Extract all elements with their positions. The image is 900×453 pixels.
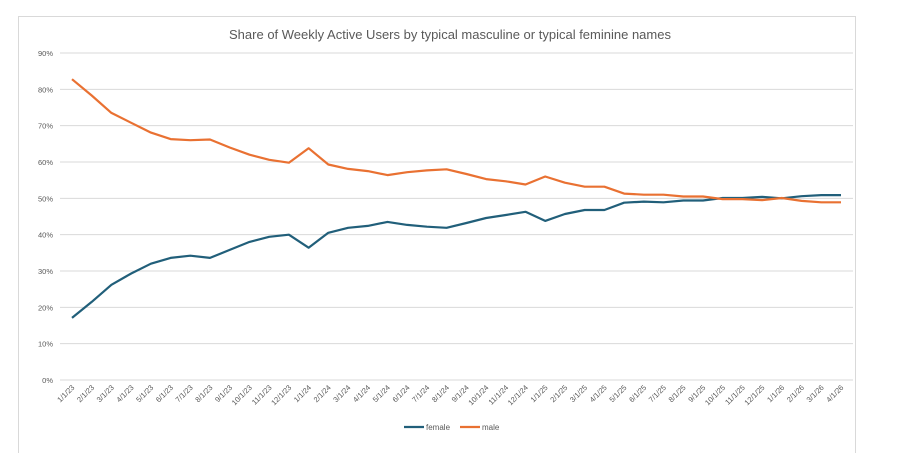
x-tick-label: 7/1/23	[174, 383, 195, 404]
x-tick-label: 6/1/23	[154, 383, 175, 404]
x-tick-label: 2/1/23	[75, 383, 96, 404]
x-tick-label: 8/1/24	[430, 383, 451, 404]
chart-title: Share of Weekly Active Users by typical …	[229, 27, 671, 42]
x-tick-label: 12/1/24	[506, 383, 530, 407]
x-tick-label: 4/1/24	[351, 383, 372, 404]
x-tick-label: 11/1/25	[723, 383, 747, 407]
x-tick-label: 1/1/25	[529, 383, 550, 404]
x-tick-label: 3/1/23	[95, 383, 116, 404]
x-tick-label: 6/1/25	[627, 383, 648, 404]
x-tick-label: 12/1/25	[742, 383, 766, 407]
x-tick-label: 3/1/25	[568, 383, 589, 404]
legend-label-male: male	[482, 423, 500, 432]
x-tick-label: 5/1/23	[134, 383, 155, 404]
series-line-male	[71, 78, 841, 204]
y-tick-label: 0%	[42, 376, 53, 385]
x-tick-label: 10/1/23	[230, 383, 254, 407]
x-tick-label: 2/1/25	[548, 383, 569, 404]
x-tick-label: 8/1/23	[193, 383, 214, 404]
x-tick-label: 8/1/25	[667, 383, 688, 404]
x-tick-label: 4/1/25	[588, 383, 609, 404]
x-tick-label: 12/1/23	[269, 383, 293, 407]
x-tick-label: 10/1/24	[466, 383, 490, 407]
y-tick-label: 40%	[38, 231, 53, 240]
x-tick-label: 2/1/26	[785, 383, 806, 404]
x-tick-label: 1/1/24	[292, 383, 313, 404]
x-tick-label: 5/1/25	[607, 383, 628, 404]
legend-label-female: female	[426, 423, 451, 432]
x-tick-label: 5/1/24	[371, 383, 392, 404]
x-tick-label: 11/1/24	[487, 383, 511, 407]
x-tick-label: 11/1/23	[250, 383, 274, 407]
y-tick-label: 70%	[38, 122, 53, 131]
y-tick-label: 30%	[38, 267, 53, 276]
x-tick-label: 3/1/26	[805, 383, 826, 404]
y-tick-label: 90%	[38, 49, 53, 58]
x-tick-label: 4/1/26	[824, 383, 845, 404]
y-tick-label: 80%	[38, 85, 53, 94]
y-tick-label: 20%	[38, 303, 53, 312]
y-tick-label: 50%	[38, 194, 53, 203]
y-tick-label: 10%	[38, 340, 53, 349]
x-tick-label: 3/1/24	[331, 383, 352, 404]
x-tick-label: 7/1/24	[410, 383, 431, 404]
x-tick-label: 10/1/25	[703, 383, 727, 407]
series-line-female	[71, 194, 841, 319]
x-tick-label: 2/1/24	[312, 383, 333, 404]
y-tick-label: 60%	[38, 158, 53, 167]
chart-frame	[18, 16, 856, 453]
x-tick-label: 6/1/24	[391, 383, 412, 404]
x-tick-label: 1/1/23	[55, 383, 76, 404]
x-tick-label: 4/1/23	[114, 383, 135, 404]
x-tick-label: 1/1/26	[765, 383, 786, 404]
x-tick-label: 7/1/25	[647, 383, 668, 404]
